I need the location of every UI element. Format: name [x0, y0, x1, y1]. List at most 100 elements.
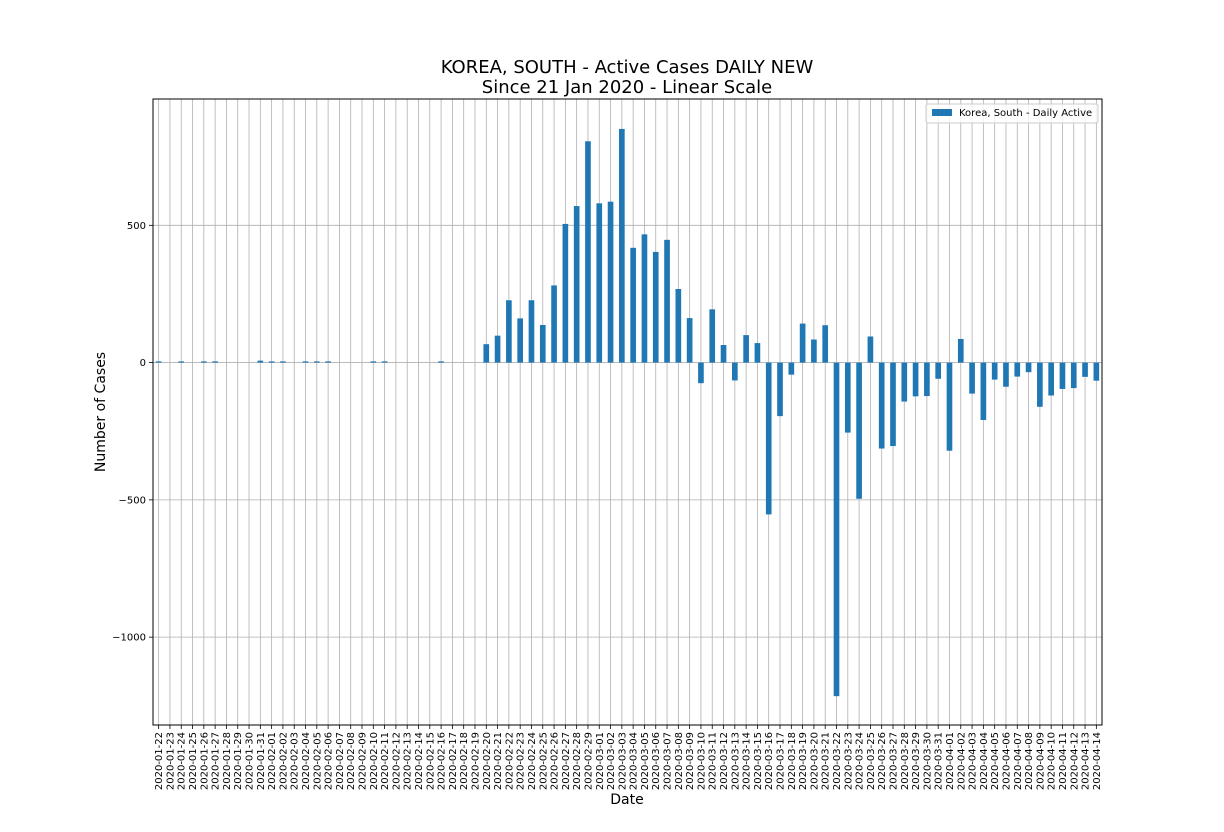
- bar: [991, 362, 998, 380]
- bar: [1025, 362, 1032, 373]
- bar: [528, 300, 535, 363]
- chart-subtitle: Since 21 Jan 2020 - Linear Scale: [482, 77, 772, 98]
- x-tick-label: 2020-03-28: [900, 732, 911, 790]
- x-tick-label: 2020-02-27: [561, 732, 572, 790]
- bar: [799, 323, 806, 363]
- x-tick-label: 2020-02-06: [324, 732, 335, 790]
- x-tick-label: 2020-03-05: [640, 732, 651, 790]
- y-tick-label: −1000: [112, 633, 146, 644]
- x-tick-label: 2020-04-09: [1035, 732, 1046, 790]
- x-tick-label: 2020-03-24: [855, 732, 866, 790]
- x-tick-label: 2020-01-22: [154, 732, 165, 790]
- x-tick-label: 2020-02-13: [403, 732, 414, 790]
- x-tick-label: 2020-04-12: [1069, 732, 1080, 790]
- bar: [777, 362, 783, 417]
- bar: [280, 361, 286, 363]
- x-tick-label: 2020-03-04: [629, 732, 640, 790]
- bar: [1003, 362, 1009, 387]
- bar: [686, 318, 693, 363]
- bar: [596, 203, 603, 363]
- x-tick-label: 2020-03-26: [877, 732, 888, 790]
- bar: [155, 361, 162, 363]
- x-tick-label: 2020-02-29: [583, 732, 594, 790]
- bar: [901, 362, 908, 402]
- bar: [765, 362, 772, 515]
- x-tick-label: 2020-02-16: [437, 732, 448, 790]
- legend-box: [925, 103, 1099, 124]
- x-tick-label: 2020-02-04: [301, 732, 312, 790]
- x-tick-label: 2020-01-25: [188, 732, 199, 790]
- x-tick-label: 2020-02-21: [493, 732, 504, 790]
- x-tick-label: 2020-03-30: [922, 732, 933, 790]
- bar: [743, 335, 749, 363]
- y-tick-label: −500: [119, 495, 146, 506]
- x-tick-label: 2020-02-02: [278, 732, 289, 790]
- x-tick-label: 2020-02-12: [391, 732, 402, 790]
- x-tick-label: 2020-04-03: [968, 732, 979, 790]
- bar: [969, 362, 975, 394]
- x-tick-label: 2020-01-26: [199, 732, 210, 790]
- bar: [890, 362, 896, 447]
- bar: [652, 251, 659, 363]
- x-tick-label: 2020-03-16: [764, 732, 775, 790]
- y-axis-ticks: −1000 −500 0 500: [112, 221, 153, 644]
- bar: [381, 361, 388, 363]
- x-tick-label: 2020-03-27: [888, 732, 899, 790]
- bar: [1048, 362, 1054, 396]
- x-tick-label: 2020-04-01: [945, 732, 956, 790]
- x-tick-label: 2020-02-07: [335, 732, 346, 790]
- bar: [313, 361, 320, 363]
- bar: [257, 360, 264, 363]
- bar: [856, 362, 862, 499]
- x-tick-label: 2020-02-17: [448, 732, 459, 790]
- x-tick-label: 2020-02-15: [425, 732, 436, 790]
- x-tick-label: 2020-03-25: [866, 732, 877, 790]
- x-tick-label: 2020-02-25: [538, 732, 549, 790]
- bar: [912, 362, 919, 397]
- x-tick-label: 2020-04-05: [990, 732, 1001, 790]
- bar: [980, 362, 987, 420]
- bar: [664, 239, 670, 363]
- bar: [867, 336, 874, 363]
- bar: [1070, 362, 1077, 389]
- bar: [641, 234, 648, 363]
- x-tick-label: 2020-01-24: [177, 732, 188, 790]
- x-tick-label: 2020-04-08: [1024, 732, 1035, 790]
- bar: [946, 362, 953, 451]
- bar: [844, 362, 851, 433]
- bar: [585, 141, 591, 363]
- grid-lines: [153, 99, 1102, 725]
- bar: [878, 362, 885, 449]
- bar: [325, 361, 331, 363]
- bar: [720, 345, 727, 363]
- x-tick-label: 2020-04-14: [1092, 732, 1103, 790]
- bar: [619, 128, 625, 363]
- x-tick-label: 2020-02-24: [527, 732, 538, 790]
- x-tick-label: 2020-03-02: [606, 732, 617, 790]
- bar: [811, 339, 817, 363]
- bar: [1093, 362, 1100, 381]
- x-tick-label: 2020-02-10: [369, 732, 380, 790]
- bar: [833, 362, 840, 697]
- bar: [957, 338, 964, 363]
- bar: [1037, 362, 1043, 407]
- x-tick-label: 2020-04-04: [979, 732, 990, 790]
- x-tick-label: 2020-03-03: [617, 732, 628, 790]
- bar: [754, 343, 761, 363]
- x-tick-label: 2020-02-18: [459, 732, 470, 790]
- legend-swatch: [932, 109, 952, 116]
- x-tick-label: 2020-03-09: [685, 732, 696, 790]
- bars: [155, 128, 1100, 697]
- bar: [935, 362, 942, 379]
- bar: [517, 318, 523, 363]
- x-tick-label: 2020-03-21: [821, 732, 832, 790]
- x-tick-label: 2020-03-08: [674, 732, 685, 790]
- x-tick-label: 2020-02-23: [516, 732, 527, 790]
- bar: [494, 335, 501, 363]
- x-tick-label: 2020-03-17: [776, 732, 787, 790]
- x-tick-label: 2020-03-18: [787, 732, 798, 790]
- legend: Korea, South - Daily Active: [925, 103, 1099, 124]
- x-tick-label: 2020-03-01: [595, 732, 606, 790]
